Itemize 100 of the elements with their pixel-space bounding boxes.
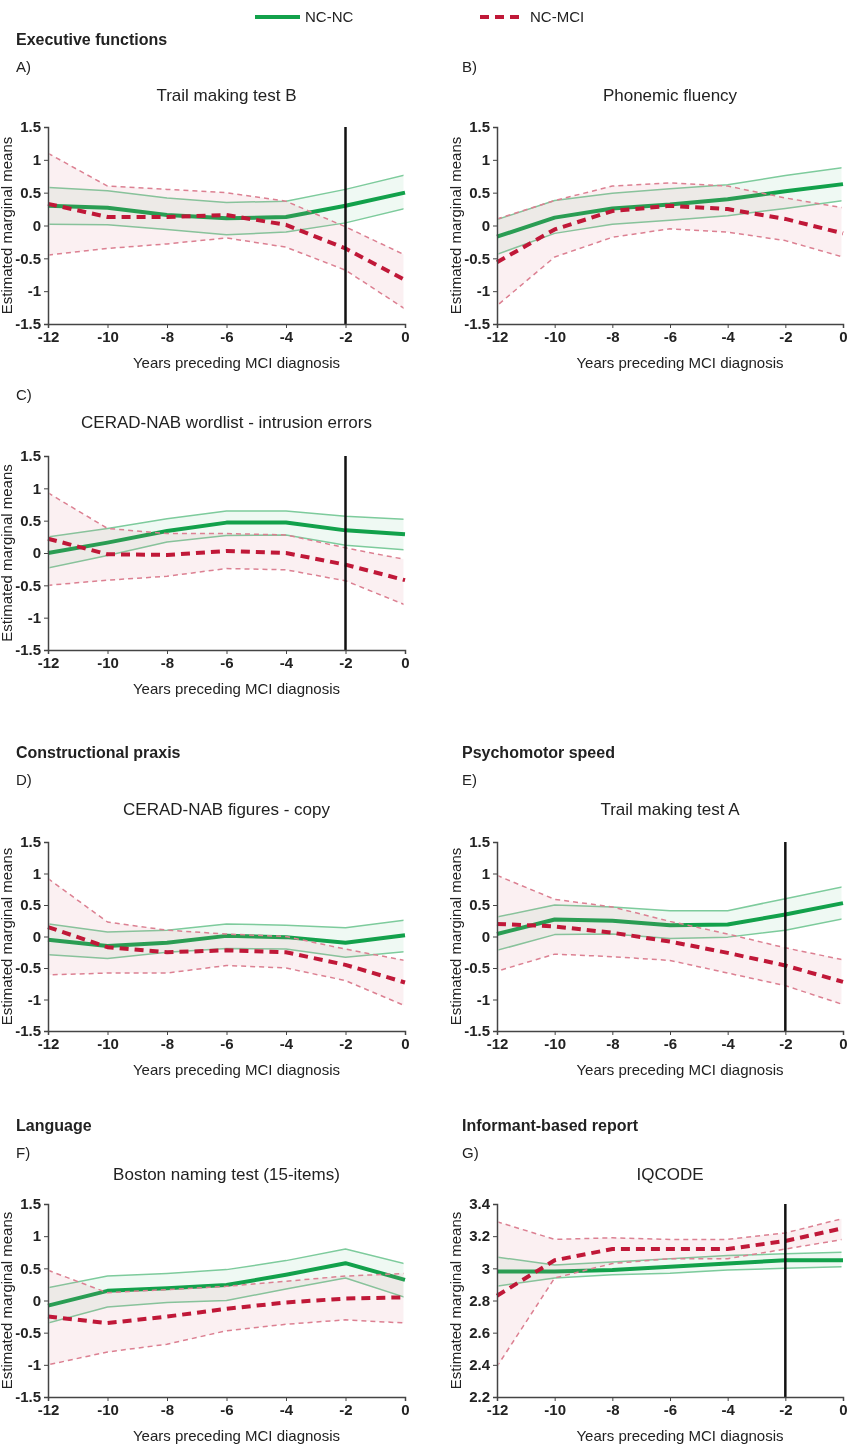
x-tick-label: -2: [339, 1400, 353, 1418]
y-tick-label: -1.5: [15, 641, 41, 659]
y-tick-label: 2.6: [469, 1323, 490, 1341]
x-tick-label: -2: [339, 1034, 353, 1052]
line-series: [495, 1258, 845, 1274]
legend-label: NC-MCI: [530, 8, 585, 25]
x-tick-label: -6: [663, 1034, 678, 1052]
y-tick-label: 0.5: [20, 896, 41, 914]
line-series: [46, 933, 407, 948]
y-axis-title: Estimated marginal means: [0, 464, 15, 642]
y-tick-label: -1.5: [15, 1022, 41, 1040]
x-tick-label: -8: [160, 653, 175, 671]
y-tick-label: 3.2: [469, 1227, 490, 1245]
x-tick-label: -6: [663, 1400, 678, 1418]
legend-label: NC-NC: [305, 8, 354, 25]
chart-title: Phonemic fluency: [602, 86, 738, 105]
text: Constructional praxis: [16, 744, 181, 761]
x-tick-label: 0: [401, 1034, 410, 1052]
y-tick-label: 1.5: [20, 833, 41, 851]
line-series: [46, 520, 407, 555]
y-tick-label: -1: [476, 990, 490, 1008]
y-tick-label: -1: [27, 1356, 41, 1374]
x-tick-label: -4: [721, 1034, 736, 1052]
chart-title: CERAD-NAB wordlist - intrusion errors: [81, 413, 372, 432]
x-tick-label: -8: [606, 1400, 620, 1418]
line-series: [46, 925, 407, 985]
y-tick-label: 1: [32, 864, 41, 882]
y-tick-label: 0: [32, 927, 41, 945]
x-tick-label: -6: [220, 1400, 234, 1418]
x-axis-title: Years preceding MCI diagnosis: [132, 354, 341, 371]
y-tick-label: -1: [27, 282, 41, 300]
y-axis-title: Estimated marginal means: [447, 1211, 464, 1390]
x-tick-label: 0: [401, 327, 410, 345]
text: C): [16, 386, 32, 403]
x-tick-label: -8: [160, 1034, 175, 1052]
line-series: [46, 1261, 407, 1308]
y-tick-label: -0.5: [15, 959, 41, 977]
text: E): [462, 771, 477, 788]
x-tick-label: -6: [663, 327, 678, 345]
y-tick-label: 3: [481, 1259, 490, 1277]
x-tick-label: -4: [279, 653, 294, 671]
y-axis-title: Estimated marginal means: [447, 847, 464, 1026]
x-tick-label: 0: [401, 1400, 410, 1418]
x-tick-label: -2: [779, 327, 793, 345]
y-tick-label: 1: [32, 479, 41, 497]
x-tick-label: -4: [721, 327, 736, 345]
text: F): [16, 1144, 31, 1161]
y-tick-label: 0: [481, 216, 490, 234]
y-tick-label: 3.4: [469, 1195, 491, 1213]
y-tick-label: -1.5: [464, 1022, 490, 1040]
x-tick-label: -6: [220, 327, 234, 345]
chart-title: Trail making test B: [156, 86, 297, 105]
x-tick-label: 0: [401, 653, 410, 671]
y-tick-label: -1.5: [15, 1388, 41, 1406]
x-tick-label: -2: [779, 1034, 793, 1052]
x-tick-label: -6: [220, 653, 234, 671]
x-tick-label: -6: [220, 1034, 234, 1052]
x-tick-label: -4: [279, 327, 294, 345]
x-tick-label: -10: [544, 1400, 567, 1418]
y-tick-label: 1.5: [469, 833, 490, 851]
x-tick-label: -8: [160, 327, 175, 345]
text: D): [16, 771, 32, 788]
y-tick-label: 0.5: [469, 896, 490, 914]
x-tick-label: 0: [839, 1034, 848, 1052]
line-series: [495, 901, 845, 936]
y-tick-label: -1.5: [15, 315, 41, 333]
line-series: [495, 203, 845, 265]
x-tick-label: -10: [544, 327, 567, 345]
x-tick-label: -10: [544, 1034, 567, 1052]
y-tick-label: 0: [32, 1291, 41, 1309]
chart-title: CERAD-NAB figures - copy: [123, 800, 331, 819]
y-tick-label: -1: [27, 990, 41, 1008]
y-axis-title: Estimated marginal means: [0, 1211, 15, 1390]
y-tick-label: 0.5: [20, 1259, 41, 1277]
y-tick-label: 2.4: [469, 1356, 491, 1374]
y-tick-label: -1: [27, 608, 41, 626]
text: A): [16, 58, 31, 75]
chart-title: IQCODE: [636, 1165, 704, 1184]
y-tick-label: -0.5: [464, 249, 490, 267]
y-tick-label: 1: [32, 1227, 41, 1245]
line-series: [46, 536, 407, 583]
line-series: [495, 921, 845, 984]
y-axis-title: Estimated marginal means: [0, 847, 15, 1026]
text: B): [462, 58, 477, 75]
chart-title: Boston naming test (15-items): [113, 1165, 340, 1184]
y-tick-label: 1: [481, 151, 490, 169]
y-tick-label: 0: [32, 216, 41, 234]
text: Executive functions: [16, 31, 168, 48]
y-tick-label: 1: [481, 864, 490, 882]
x-tick-label: -4: [721, 1400, 736, 1418]
x-tick-label: -4: [279, 1400, 294, 1418]
y-tick-label: -1.5: [464, 315, 490, 333]
x-axis-title: Years preceding MCI diagnosis: [132, 1061, 341, 1078]
y-tick-label: -0.5: [464, 959, 490, 977]
y-tick-label: 2.2: [469, 1388, 490, 1406]
x-tick-label: -8: [606, 327, 620, 345]
x-axis-title: Years preceding MCI diagnosis: [576, 1427, 784, 1444]
line-series: [495, 182, 845, 239]
x-tick-label: -4: [279, 1034, 294, 1052]
text: Language: [16, 1117, 92, 1134]
